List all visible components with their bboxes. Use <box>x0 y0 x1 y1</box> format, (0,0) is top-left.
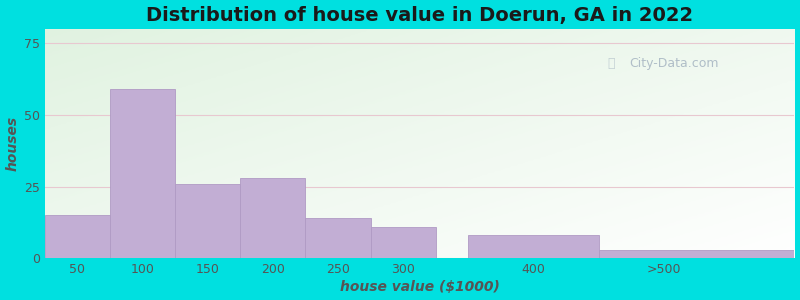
Y-axis label: houses: houses <box>6 116 19 171</box>
Bar <box>469 236 599 258</box>
Title: Distribution of house value in Doerun, GA in 2022: Distribution of house value in Doerun, G… <box>146 6 693 25</box>
X-axis label: house value ($1000): house value ($1000) <box>339 280 499 294</box>
Bar <box>45 215 110 258</box>
Bar <box>240 178 306 258</box>
Bar <box>306 218 370 258</box>
Bar <box>175 184 240 258</box>
Text: 🔍: 🔍 <box>607 57 614 70</box>
Bar <box>599 250 794 258</box>
Text: City-Data.com: City-Data.com <box>630 57 719 70</box>
Bar <box>370 227 436 258</box>
Bar <box>110 89 175 258</box>
